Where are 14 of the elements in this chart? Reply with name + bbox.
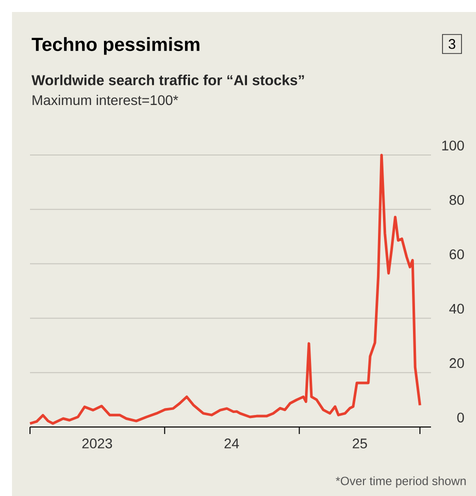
y-axis-title: Maximum interest=100*	[32, 94, 178, 106]
y-tick-label: 20	[450, 358, 464, 368]
y-tick-label: 60	[450, 249, 464, 260]
y-tick-label: 40	[449, 304, 464, 314]
x-tick-label: 24	[224, 438, 239, 448]
x-tick-label: 25	[352, 438, 367, 448]
chart-subtitle: Worldwide search traffic for “AI stocks”	[32, 74, 304, 86]
chart-title: Techno pessimism	[32, 37, 200, 55]
y-tick-label: 80	[450, 194, 464, 205]
text: *Over time period shown	[336, 476, 466, 488]
y-tick-label: 100	[442, 140, 464, 150]
text: 3	[448, 39, 456, 49]
x-tick-label: 2023	[82, 438, 112, 448]
y-tick-label: 0	[457, 412, 464, 422]
